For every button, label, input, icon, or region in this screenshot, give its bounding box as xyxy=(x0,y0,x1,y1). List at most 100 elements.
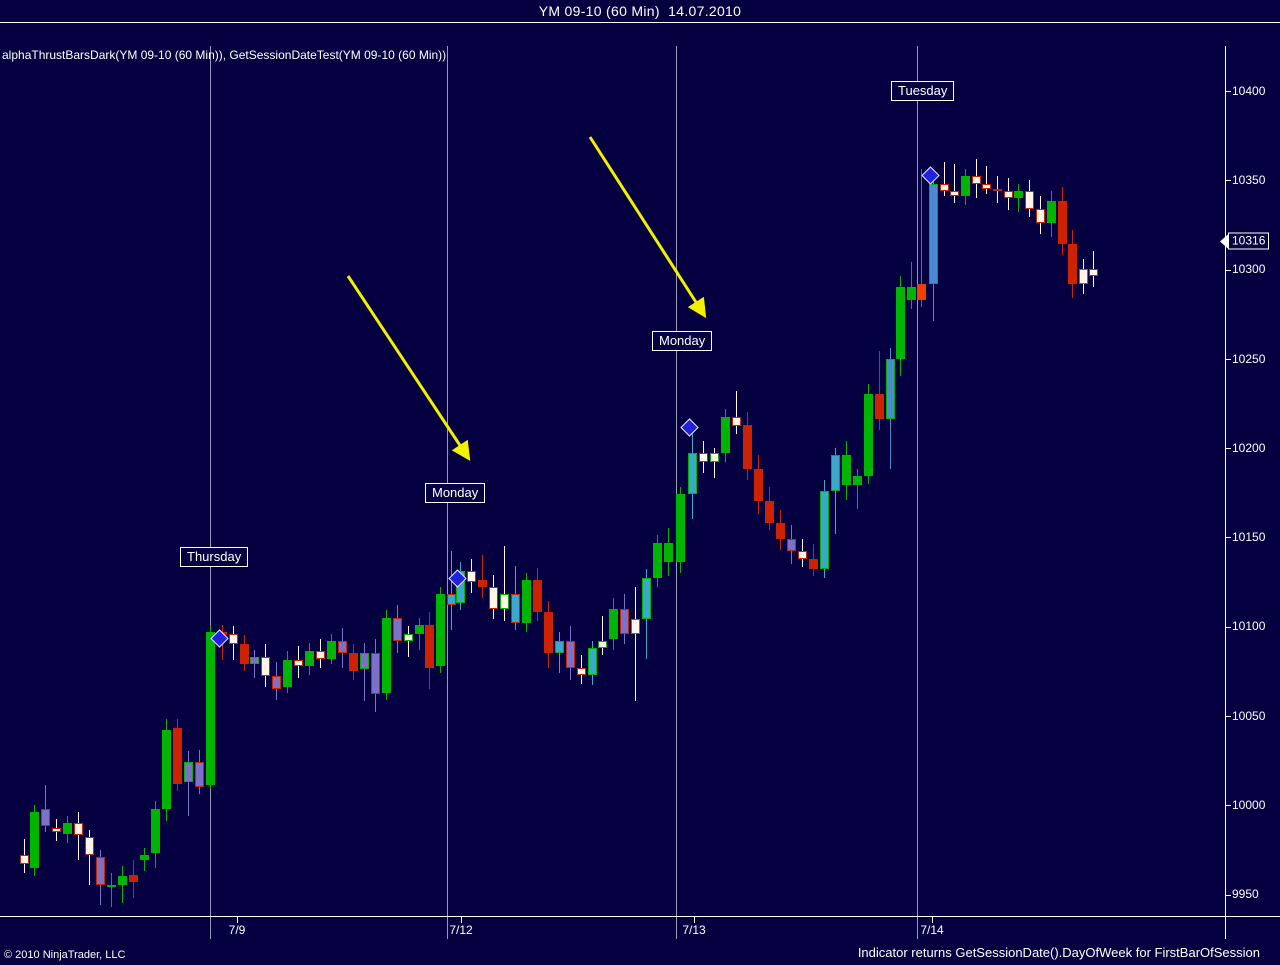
candle-body xyxy=(831,454,840,491)
tick-mark-icon xyxy=(237,917,238,923)
session-separator-line xyxy=(676,46,677,939)
candle-wick xyxy=(111,872,112,907)
candle-body xyxy=(1058,201,1067,245)
day-of-week-label-monday[interactable]: Monday xyxy=(425,483,486,503)
candle-body xyxy=(173,728,182,784)
candle-body xyxy=(776,522,785,539)
candle-wick xyxy=(419,617,420,650)
candle-wick xyxy=(1093,251,1094,288)
candle-body xyxy=(118,876,127,886)
copyright-notice: © 2010 NinjaTrader, LLC xyxy=(4,949,126,961)
candle-wick xyxy=(736,390,737,434)
candle-body xyxy=(338,640,347,654)
candle-body xyxy=(382,617,391,693)
candle-body xyxy=(765,501,774,523)
tick-mark-icon xyxy=(932,917,933,923)
candle-body xyxy=(240,644,249,664)
day-of-week-label-monday[interactable]: Monday xyxy=(652,331,713,351)
candle-body xyxy=(566,640,575,668)
last-price-value: 10316 xyxy=(1232,233,1266,248)
candle-wick xyxy=(602,615,603,655)
candle-body xyxy=(620,608,629,634)
candle-body xyxy=(940,183,949,191)
candle-body xyxy=(360,653,369,670)
candle-body xyxy=(809,558,818,570)
time-axis-tick-label: 7/9 xyxy=(228,923,246,937)
candle-body xyxy=(522,580,531,623)
candle-body xyxy=(1036,208,1045,223)
price-axis-tick: 10100 xyxy=(1226,619,1265,633)
candle-body xyxy=(140,855,149,861)
candle-body xyxy=(272,676,281,689)
candle-body xyxy=(415,624,424,634)
tick-dash-icon xyxy=(1226,448,1231,450)
candle-body xyxy=(950,190,959,196)
candle-body xyxy=(664,542,673,563)
arrow-annotation xyxy=(588,136,707,319)
price-axis[interactable]: 10400 10350 10300 10250 10200 10150 10100 10050… xyxy=(1220,46,1280,939)
candle-body xyxy=(676,494,685,563)
tick-dash-icon xyxy=(1226,716,1231,718)
price-axis-tick-label: 10400 xyxy=(1232,83,1266,98)
candle-body xyxy=(349,653,358,672)
candle-body xyxy=(577,667,586,675)
chart-title-bar: YM 09-10 (60 Min) 14.07.2010 xyxy=(0,0,1280,22)
candle-wick xyxy=(714,447,715,479)
candle-body xyxy=(500,594,509,609)
candle-body xyxy=(1025,190,1034,209)
candle-body xyxy=(283,660,292,688)
candle-body xyxy=(195,762,204,788)
candle-body xyxy=(261,656,270,677)
candle-body xyxy=(447,594,456,605)
price-axis-tick: 10200 xyxy=(1226,441,1265,455)
day-of-week-label-tuesday[interactable]: Tuesday xyxy=(891,81,955,101)
candle-wick xyxy=(451,551,452,631)
candle-body xyxy=(688,453,697,495)
candle-wick xyxy=(879,351,880,430)
candle-wick xyxy=(954,163,955,204)
candle-body xyxy=(436,594,445,666)
candle-body xyxy=(1089,269,1098,277)
candle-body xyxy=(993,188,1002,191)
price-axis-tick: 10000 xyxy=(1226,798,1265,812)
price-pointer-icon xyxy=(1220,233,1229,250)
candle-wick xyxy=(188,751,189,816)
price-axis-tick-label: 10200 xyxy=(1232,440,1266,455)
price-axis-tick-label: 10150 xyxy=(1232,530,1266,545)
candle-body xyxy=(798,551,807,559)
price-axis-tick: 10150 xyxy=(1226,530,1265,544)
candle-body xyxy=(371,653,380,695)
candle-body xyxy=(305,651,314,666)
candle-body xyxy=(787,538,796,552)
candle-body xyxy=(555,640,564,654)
tick-dash-icon xyxy=(1226,894,1231,896)
candle-body xyxy=(533,580,542,613)
candle-body xyxy=(425,624,434,668)
price-axis-tick-label: 10350 xyxy=(1232,172,1266,187)
price-axis-tick: 9950 xyxy=(1226,887,1259,901)
candle-body xyxy=(699,453,708,463)
time-axis[interactable]: 7/9 7/12 7/13 7/14 xyxy=(0,916,1280,964)
tick-dash-icon xyxy=(1226,90,1231,92)
day-of-week-label-thursday[interactable]: Thursday xyxy=(180,547,249,567)
candle-body xyxy=(129,874,138,882)
candle-body xyxy=(30,812,39,868)
tick-dash-icon xyxy=(1226,805,1231,807)
candle-body xyxy=(598,640,607,648)
price-axis-tick-label: 9950 xyxy=(1232,887,1259,902)
chart-plot-area[interactable]: Thursday Monday Monday Tuesday xyxy=(0,46,1225,939)
candle-body xyxy=(20,855,29,864)
candle-body xyxy=(162,730,171,809)
candle-wick xyxy=(45,785,46,832)
indicator-legend-strip[interactable]: alphaThrustBarsDark(YM 09-10 (60 Min)), … xyxy=(0,46,446,64)
candle-wick xyxy=(482,555,483,598)
candle-body xyxy=(842,454,851,486)
candle-body xyxy=(467,571,476,582)
time-axis-tick-label: 7/13 xyxy=(682,923,706,937)
candle-body xyxy=(886,358,895,420)
last-price-tag: 10316 xyxy=(1220,232,1270,250)
candle-body xyxy=(631,619,640,634)
price-axis-tick-label: 10000 xyxy=(1232,798,1266,813)
candle-body xyxy=(820,490,829,570)
candle-body xyxy=(63,822,72,834)
